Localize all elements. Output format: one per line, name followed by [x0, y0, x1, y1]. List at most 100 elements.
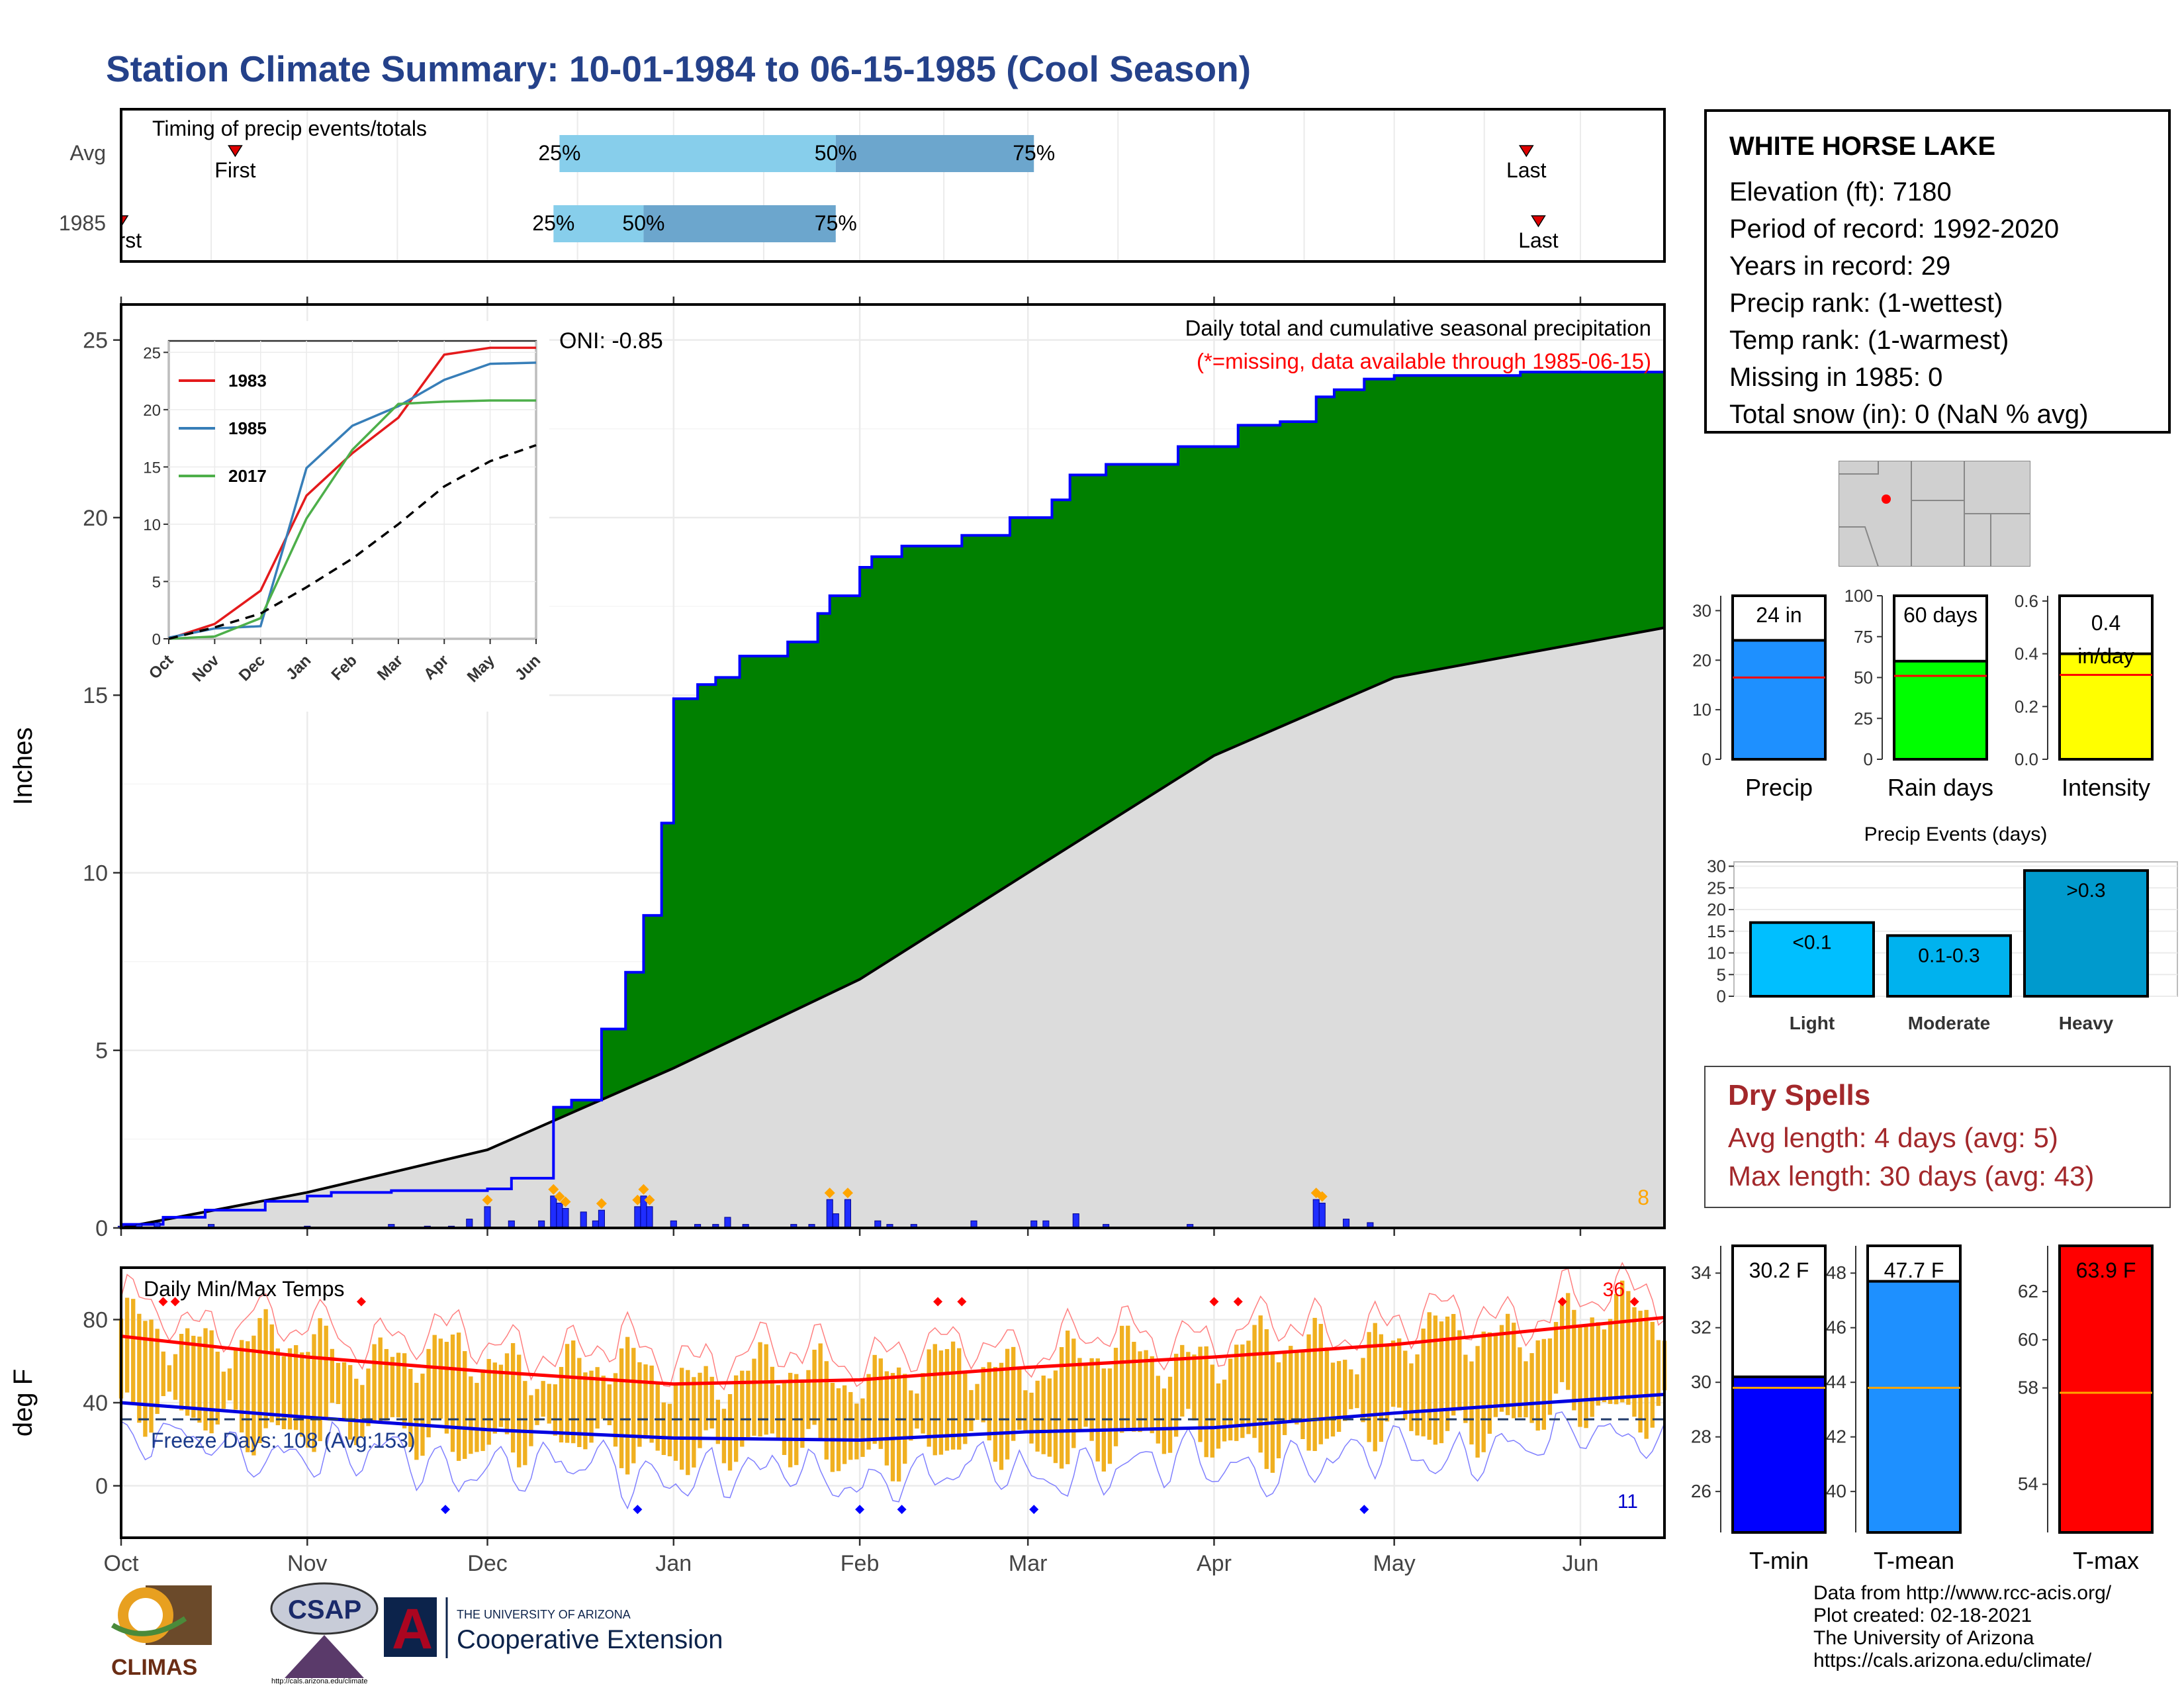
daily-temp-bar	[1216, 1383, 1221, 1449]
daily-precip-bar	[1343, 1219, 1350, 1229]
daily-temp-bar	[553, 1384, 558, 1436]
daily-temp-bar	[155, 1329, 159, 1414]
daily-temp-bar	[993, 1367, 998, 1462]
daily-temp-bar	[999, 1362, 1004, 1470]
daily-temp-bar	[1198, 1346, 1203, 1442]
daily-temp-bar	[764, 1344, 768, 1435]
daily-temp-bar	[1487, 1332, 1492, 1434]
timing-last-marker	[1531, 215, 1546, 228]
tsum-value-label: 47.7 F	[1884, 1258, 1944, 1282]
daily-temp-bar	[366, 1368, 371, 1427]
tsum-bar-label: T-mean	[1874, 1547, 1954, 1574]
page-title: Station Climate Summary: 10-01-1984 to 0…	[106, 48, 1251, 89]
daily-temp-bar	[715, 1399, 721, 1444]
precip-y-tick-label: 20	[83, 506, 108, 531]
daily-temp-bar	[842, 1385, 847, 1464]
inset-series-line	[168, 346, 536, 640]
summary-y-tick-label: 0	[1864, 749, 1873, 769]
daily-temp-bar	[1186, 1352, 1191, 1409]
timing-q50-label: 50%	[815, 141, 857, 165]
record-high-marker	[356, 1297, 366, 1307]
daily-temp-bar	[661, 1402, 666, 1455]
daily-temp-bar	[1107, 1368, 1113, 1464]
daily-temp-bar	[631, 1348, 636, 1464]
inset-series-line	[168, 399, 536, 640]
daily-temp-bar	[740, 1370, 745, 1447]
daily-temp-bar	[1300, 1350, 1305, 1439]
daily-temp-bar	[909, 1390, 913, 1441]
daily-temp-bar	[1632, 1307, 1637, 1417]
daily-temp-bar	[541, 1381, 545, 1417]
daily-temp-bar	[1222, 1380, 1227, 1442]
daily-temp-bar	[281, 1356, 287, 1429]
credit-url: https://cals.arizona.edu/climate/	[1813, 1650, 2092, 1671]
precip-y-tick-label: 0	[95, 1216, 108, 1241]
daily-temp-bar	[1547, 1338, 1553, 1415]
month-tick-label: Mar	[1009, 1551, 1048, 1576]
timing-row-label: 1985	[59, 211, 106, 235]
month-tick-label: Jun	[1563, 1551, 1599, 1576]
daily-precip-bar	[580, 1211, 587, 1229]
daily-temp-bar	[1077, 1358, 1082, 1431]
tsum-bar	[1731, 1375, 1827, 1534]
precip-event-bar-label: >0.3	[2066, 880, 2105, 902]
month-tick-label: Nov	[287, 1551, 327, 1576]
summary-bar	[2058, 652, 2154, 761]
tsum-y-tick-label: 54	[2018, 1474, 2038, 1494]
daily-temp-bar	[1433, 1315, 1438, 1445]
daily-temp-bar	[444, 1342, 449, 1434]
daily-precip-bar	[556, 1202, 563, 1229]
svg-text:THE UNIVERSITY OF ARIZONA: THE UNIVERSITY OF ARIZONA	[457, 1608, 631, 1621]
daily-precip-bar	[466, 1219, 473, 1229]
daily-temp-bar	[360, 1385, 365, 1438]
daily-temp-bar	[227, 1368, 232, 1401]
timing-row-label: Avg	[69, 141, 106, 165]
daily-temp-bar	[384, 1348, 388, 1421]
daily-temp-bar	[1590, 1317, 1594, 1417]
daily-temp-bar	[1518, 1347, 1522, 1418]
daily-temp-bar	[318, 1318, 322, 1442]
daily-temp-bar	[1541, 1338, 1546, 1430]
daily-temp-bar	[589, 1370, 594, 1443]
daily-temp-bar	[438, 1338, 443, 1419]
daily-temp-bar	[758, 1342, 762, 1437]
record-high-marker	[1629, 1297, 1639, 1307]
summary-bar	[1893, 659, 1988, 761]
inset-y-tick-label: 5	[152, 573, 161, 591]
summary-y-tick-label: 0	[1702, 749, 1711, 769]
daily-temp-bar	[1210, 1364, 1214, 1458]
heavy-precip-marker	[548, 1184, 559, 1195]
daily-temp-bar	[872, 1354, 877, 1444]
daily-temp-bar	[1499, 1325, 1504, 1412]
daily-temp-bar	[1566, 1293, 1570, 1390]
daily-temp-bar	[1336, 1361, 1342, 1432]
summary-bar-label: Precip	[1745, 774, 1813, 801]
record-low-marker	[633, 1505, 643, 1515]
daily-temp-bar	[1463, 1354, 1468, 1423]
precip-events-title: Precip Events (days)	[1864, 823, 2048, 845]
daily-temp-bar	[1572, 1309, 1576, 1411]
daily-temp-bar	[944, 1348, 950, 1451]
daily-temp-bar	[933, 1344, 937, 1456]
daily-temp-bar	[957, 1348, 962, 1450]
daily-temp-bar	[1095, 1358, 1100, 1462]
precip-event-bar	[2023, 869, 2149, 998]
daily-temp-bar	[1041, 1376, 1046, 1454]
month-tick-label: Dec	[467, 1551, 507, 1576]
daily-temp-bar	[1584, 1324, 1588, 1429]
cumulative-precip-line	[121, 370, 1664, 1226]
daily-temp-bar	[1264, 1329, 1269, 1470]
daily-precip-bar	[562, 1207, 569, 1229]
inset-y-tick-label: 15	[143, 459, 161, 477]
daily-precip-bar	[484, 1206, 491, 1229]
daily-temp-bar	[535, 1389, 539, 1425]
temp-chart-title: Daily Min/Max Temps	[144, 1277, 344, 1301]
station-info-line: Precip rank: (1-wettest)	[1729, 289, 2003, 318]
daily-temp-bar	[921, 1373, 925, 1434]
daily-temp-bar	[619, 1348, 624, 1468]
record-high-marker	[957, 1297, 967, 1307]
temp-y-tick-label: 80	[83, 1307, 108, 1333]
tsum-y-tick-label: 48	[1826, 1262, 1846, 1283]
daily-temp-bar	[1330, 1362, 1336, 1437]
daily-temp-bar	[1258, 1315, 1263, 1453]
